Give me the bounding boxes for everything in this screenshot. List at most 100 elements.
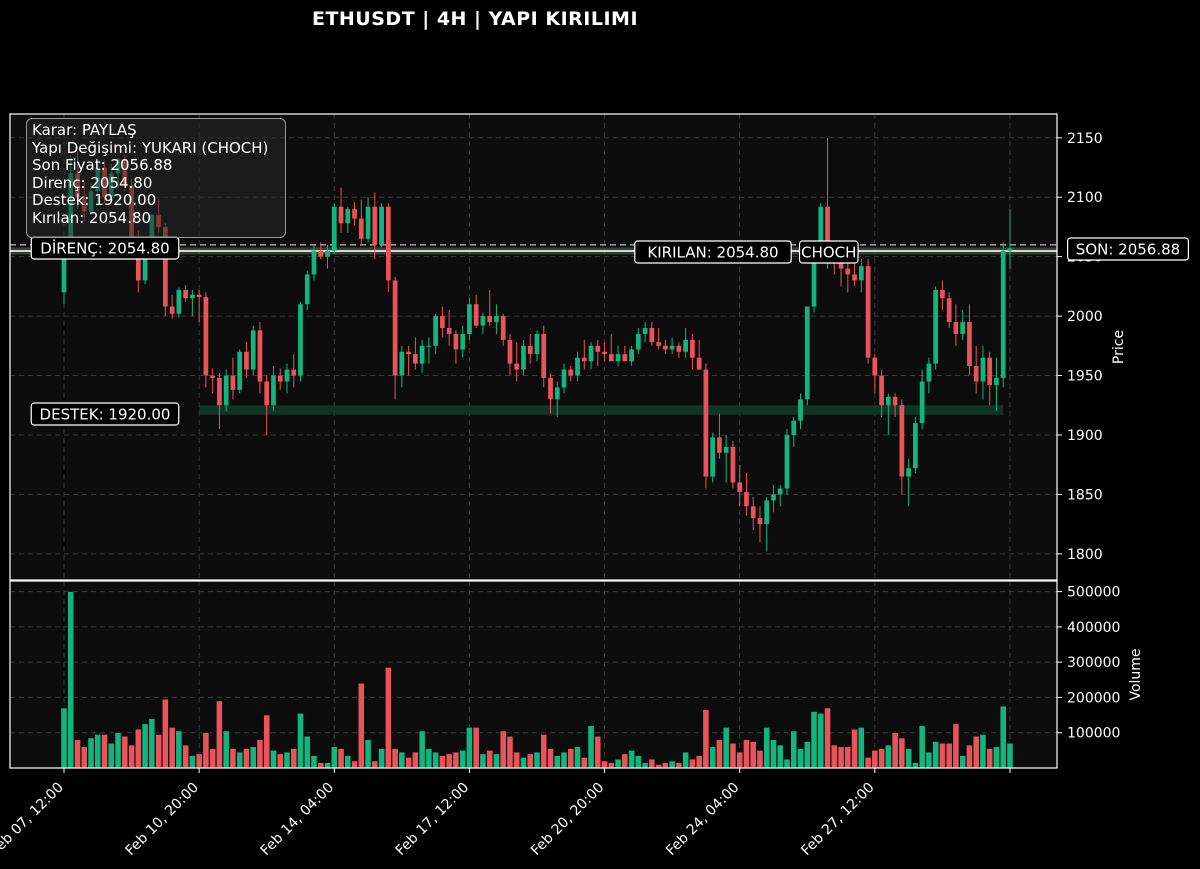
volume-bar [67,591,75,768]
info-resistance: Direnç: 2054.80 [32,173,153,192]
volume-bar [803,741,811,768]
candle-body [913,423,918,469]
candle-body [169,306,175,314]
candle-body [581,357,587,362]
candle-body [473,304,479,326]
volume-bar [418,730,426,768]
candle-body [385,206,391,281]
volume-bar [405,757,412,768]
price-axis-title: Price [1111,330,1127,364]
candle-body [629,349,634,362]
candle-body [527,345,533,355]
volume-bar [182,744,189,768]
candle-body [500,316,506,340]
candle-body [973,366,979,382]
volume-bar [851,728,858,768]
volume-bar [526,753,534,768]
candle-body [615,354,621,362]
x-tick-label: Feb 14, 04:00 [258,780,337,859]
volume-bar [101,734,108,768]
volume-bar [358,683,365,768]
volume-bar [594,735,602,768]
volume-bar [959,755,966,768]
volume-panel-frame [9,580,1058,769]
candle-body [676,345,682,352]
volume-bar [682,751,689,768]
choch-label: CHOCH [798,240,859,264]
candle-body [696,357,702,370]
x-tick-label: Feb 10, 20:00 [123,780,202,859]
candle-body [737,482,743,493]
info-broken: Kırılan: 2054.80 [32,208,152,227]
volume-bar [459,750,466,768]
candle-body [460,333,466,350]
volume-bar [776,744,784,768]
candle-body [919,381,925,424]
candle-body [271,375,276,406]
volume-bar [168,727,176,768]
candle-body [960,322,966,334]
volume-bar [324,762,331,768]
candle-body [838,262,844,269]
candle-body [730,446,736,483]
candle-body [446,327,452,334]
volume-bar [628,750,635,768]
info-box: Karar: PAYLAŞ Yapı Değişimi: YUKARI (CHO… [26,118,286,238]
volume-bar [790,730,798,768]
volume-bar [770,739,777,768]
candle-body [656,342,661,346]
candle-body [365,206,371,239]
volume-bar [385,667,392,768]
candle-body [311,250,317,275]
candle-body [602,351,607,355]
volume-bar [378,748,385,768]
candle-body [406,351,411,355]
volume-bar [466,727,473,768]
candle-body [663,345,668,350]
volume-bar [121,735,129,768]
volume-bar [864,757,872,768]
candle-body [284,369,290,382]
volume-bar [912,762,919,768]
volume-bar [513,751,521,768]
x-tick-label: Feb 07, 12:00 [0,780,67,859]
volume-bar [932,741,939,768]
volume-bar [135,728,142,768]
volume-bar [209,748,216,768]
volume-bar [891,732,899,768]
volume-bar [729,743,737,768]
candle-body [1000,250,1006,378]
volume-bar [817,713,825,768]
candle-body [858,266,864,281]
support-label: DESTEK: 1920.00 [30,402,180,426]
candle-body [210,375,216,378]
volume-bar [844,746,852,768]
volume-bar [398,751,406,768]
candle-body [885,396,891,406]
info-support: Destek: 1920.00 [32,191,157,209]
candle-body [561,369,567,388]
candle-body [879,375,884,406]
candle-body [480,316,486,326]
volume-bar [763,727,771,768]
last-price-label-text: SON: 2056.88 [1076,241,1180,259]
volume-bar [195,753,203,768]
volume-bar [243,748,250,768]
choch-label-text: CHOCH [801,244,856,262]
candle-body [352,209,357,219]
candle-body [777,488,783,495]
volume-bar [74,739,81,768]
price-tick-label: 2100 [1067,190,1103,206]
volume-bar [999,706,1007,768]
candle-body [784,434,790,489]
volume-bar [925,751,933,768]
volume-bar [837,746,845,768]
candle-body [338,206,344,224]
candle-body [771,494,776,501]
volume-bar [824,707,831,768]
support-zone [199,405,1004,415]
volume-bar [371,760,379,768]
volume-bar [216,700,223,768]
candle-body [534,333,540,355]
volume-bar [797,748,804,768]
